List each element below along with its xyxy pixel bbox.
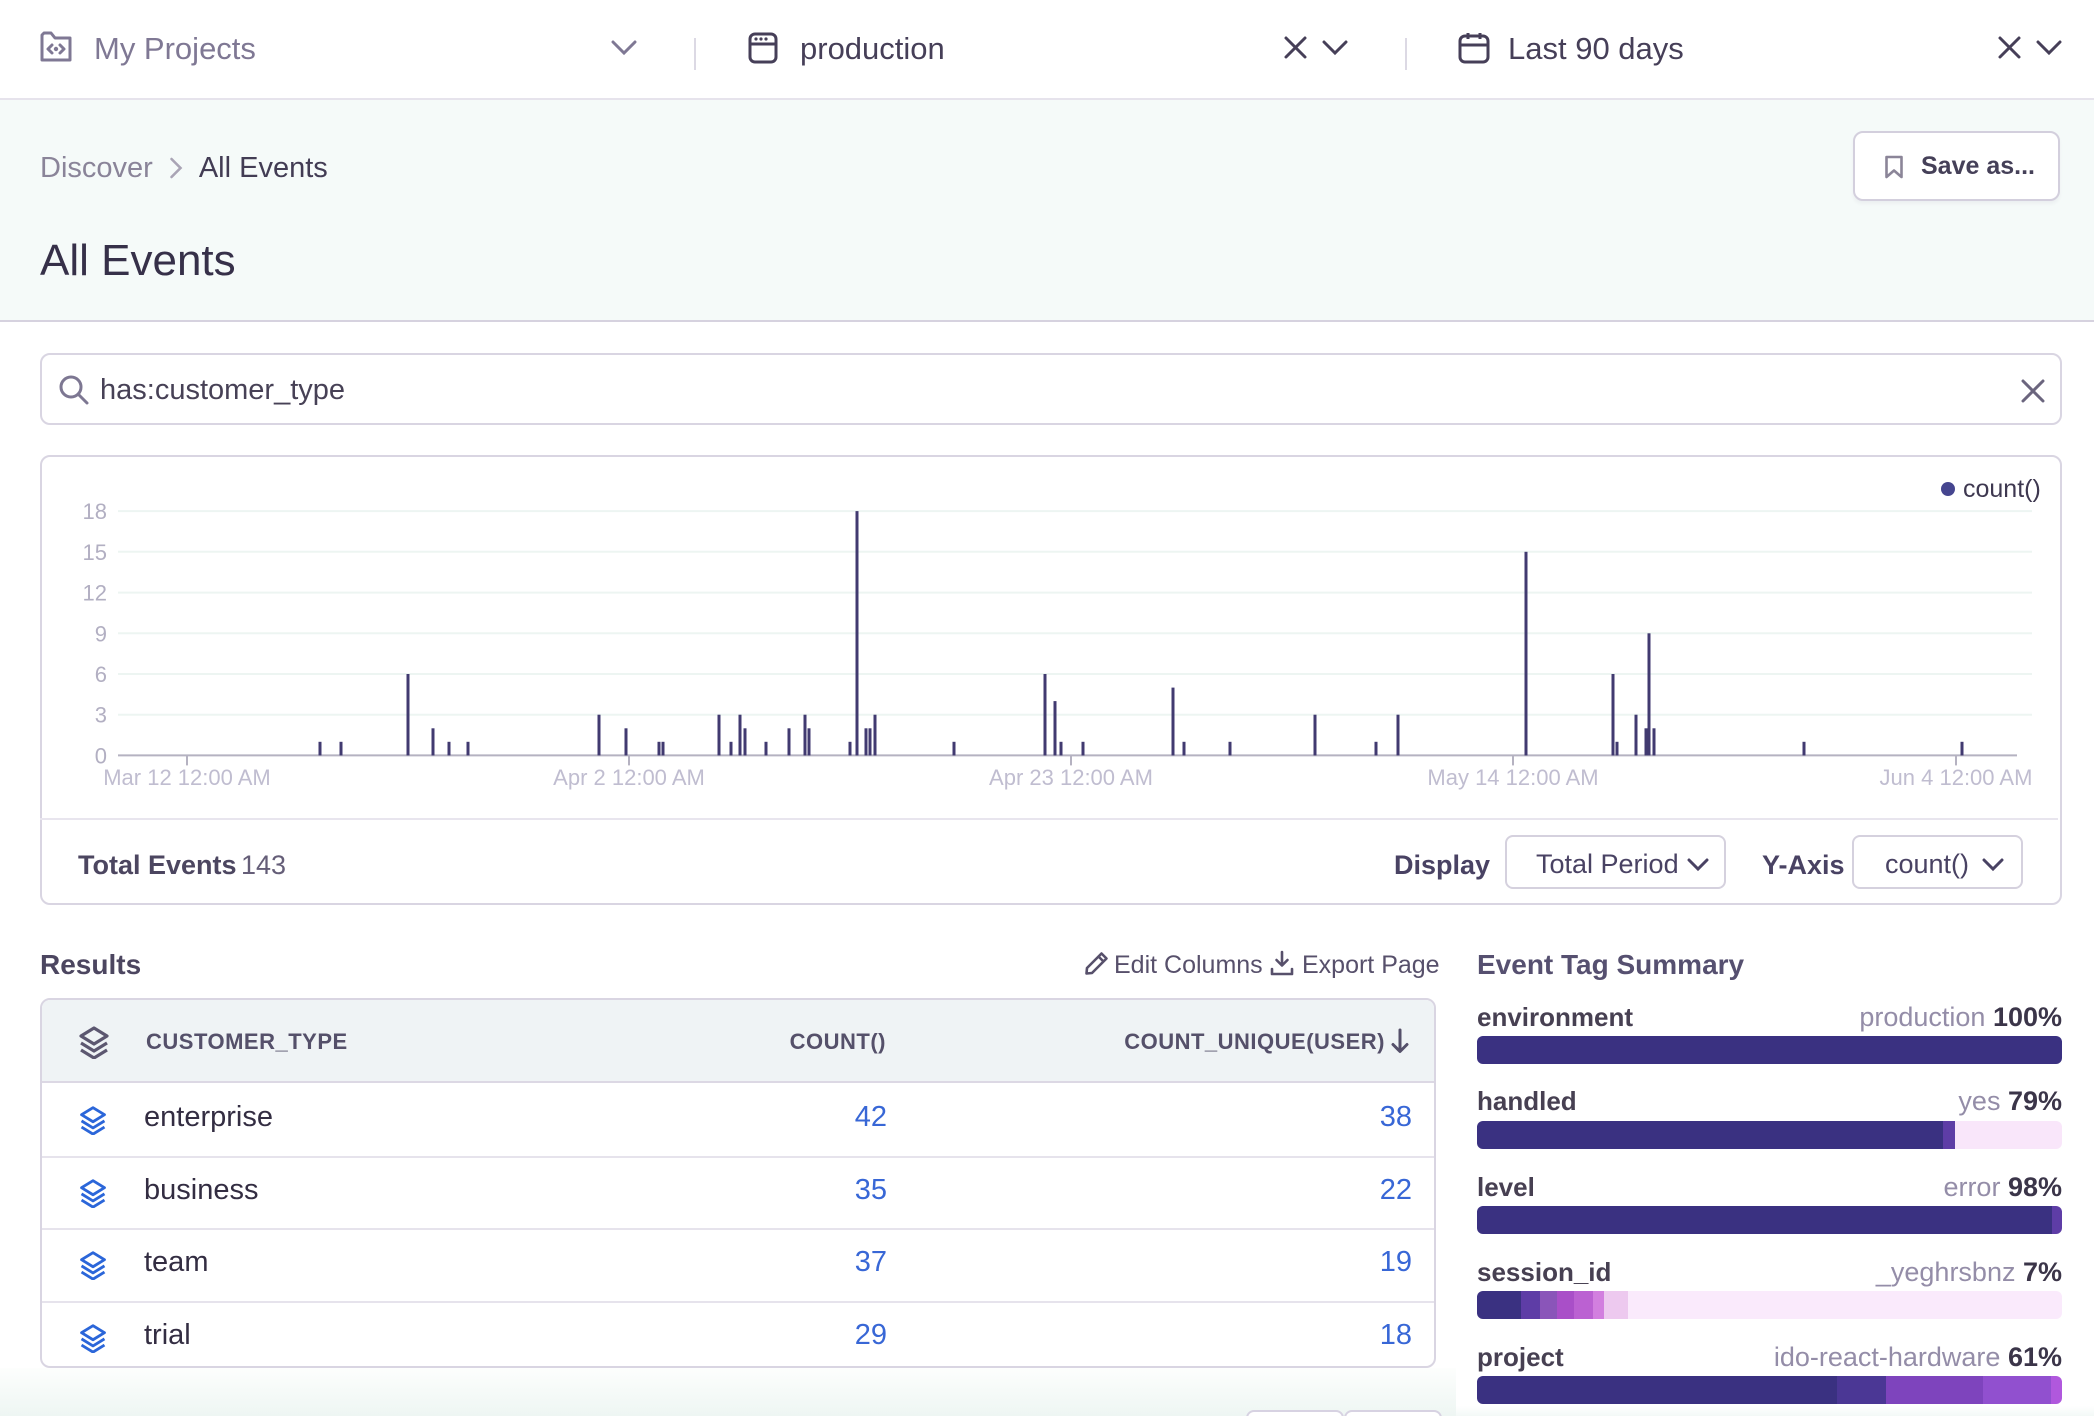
svg-text:Jun 4 12:00 AM: Jun 4 12:00 AM (1880, 765, 2033, 790)
svg-text:18: 18 (83, 499, 107, 524)
svg-text:Mar 12 12:00 AM: Mar 12 12:00 AM (103, 765, 271, 790)
svg-text:15: 15 (83, 540, 107, 565)
svg-text:Apr 23 12:00 AM: Apr 23 12:00 AM (989, 765, 1153, 790)
svg-text:6: 6 (95, 662, 107, 687)
svg-text:12: 12 (83, 581, 107, 606)
svg-text:0: 0 (95, 743, 107, 768)
svg-text:May 14 12:00 AM: May 14 12:00 AM (1427, 765, 1598, 790)
svg-text:count(): count() (1963, 475, 2041, 503)
svg-text:3: 3 (95, 703, 107, 728)
svg-text:Apr 2 12:00 AM: Apr 2 12:00 AM (553, 765, 705, 790)
svg-text:9: 9 (95, 621, 107, 646)
